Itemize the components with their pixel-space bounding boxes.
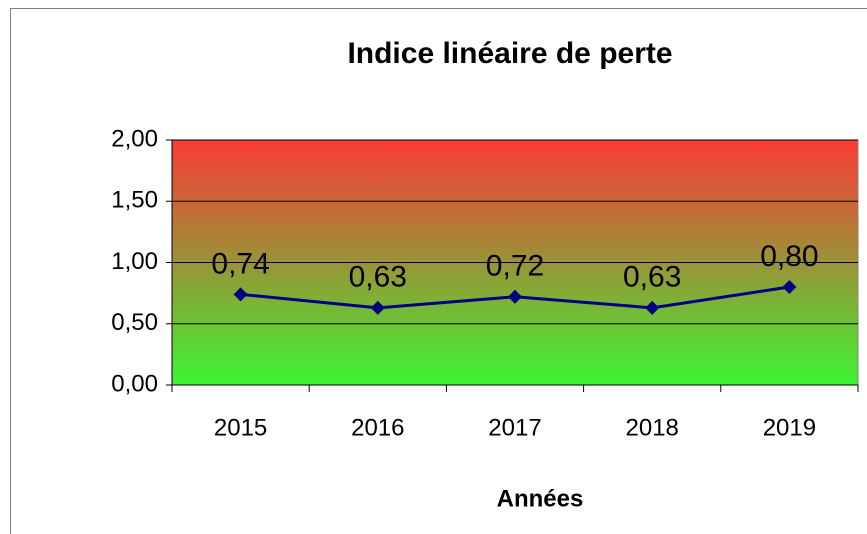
x-tick-label: 2015 <box>214 414 267 441</box>
x-tick-label: 2019 <box>763 414 816 441</box>
point-marker <box>782 280 797 294</box>
point-marker <box>645 300 660 315</box>
y-tick-label: 1,00 <box>111 248 158 275</box>
y-tick-label: 2,00 <box>111 125 158 152</box>
data-label: 0,80 <box>760 240 818 273</box>
y-tick-label: 1,50 <box>111 187 158 214</box>
point-marker <box>233 287 248 302</box>
x-tick-label: 2018 <box>626 414 679 441</box>
data-label: 0,63 <box>623 261 681 294</box>
point-marker <box>370 300 385 315</box>
data-label: 0,72 <box>486 250 544 283</box>
x-tick-label: 2016 <box>351 414 404 441</box>
x-axis-label: Années <box>497 485 584 512</box>
y-tick-label: 0,50 <box>111 309 158 336</box>
y-tick-label: 0,00 <box>111 370 158 397</box>
data-label: 0,63 <box>349 261 407 294</box>
chart-title: Indice linéaire de perte <box>347 37 672 70</box>
x-tick-label: 2017 <box>488 414 541 441</box>
point-marker <box>508 289 522 304</box>
data-label: 0,74 <box>211 247 269 280</box>
